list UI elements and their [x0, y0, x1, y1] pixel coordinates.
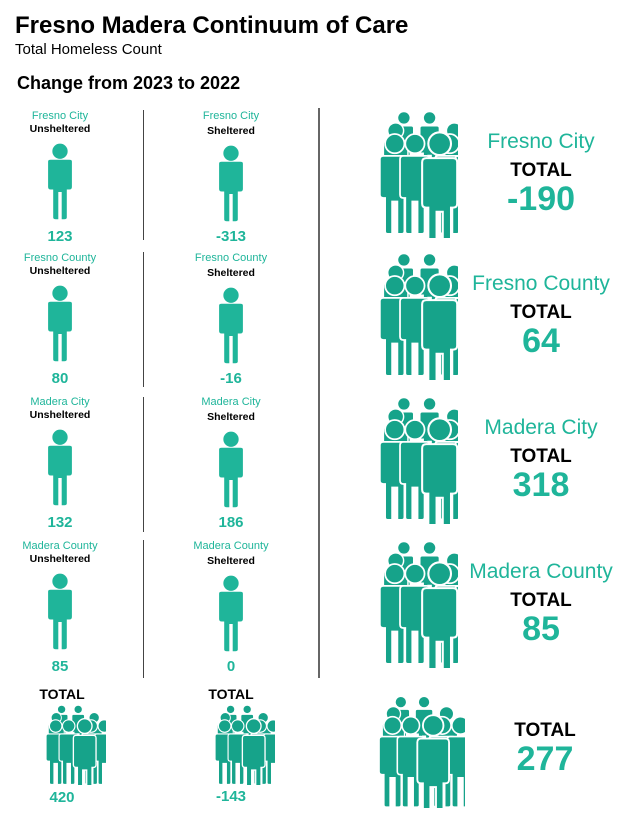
region-total-value-madera-city: 318	[512, 466, 570, 504]
person-icon	[43, 138, 77, 224]
total-sheltered-value: -143	[215, 788, 247, 805]
region-total-label-madera-county: TOTAL	[510, 590, 572, 611]
person-icon	[43, 568, 77, 654]
page-subtitle: Total Homeless Count	[15, 41, 162, 58]
sheltered-region-label-fresno-city: Fresno City	[202, 110, 260, 122]
column-divider-right	[318, 108, 320, 678]
column-divider-left	[143, 540, 144, 678]
unsheltered-value-madera-county: 85	[51, 658, 69, 675]
region-total-label-fresno-county: TOTAL	[510, 302, 572, 323]
region-total-value-fresno-city: -190	[506, 180, 576, 218]
person-icon	[214, 140, 248, 226]
sheltered-region-label-madera-county: Madera County	[193, 540, 269, 552]
person-icon	[214, 426, 248, 512]
person-icon	[214, 570, 248, 656]
sheltered-label-fresno-county: Sheltered	[207, 267, 255, 279]
region-total-label-madera-city: TOTAL	[510, 446, 572, 467]
column-divider-left	[143, 397, 144, 532]
region-name-fresno-city: Fresno City	[487, 130, 595, 153]
region-name-fresno-county: Fresno County	[472, 272, 610, 295]
unsheltered-label-madera-city: Unsheltered	[29, 409, 91, 421]
sheltered-label-madera-city: Sheltered	[207, 411, 255, 423]
column-divider-left	[143, 110, 144, 240]
unsheltered-region-label-fresno-county: Fresno County	[23, 252, 97, 264]
person-icon	[43, 280, 77, 366]
change-heading: Change from 2023 to 2022	[17, 73, 241, 93]
total-unsheltered-label: TOTAL	[39, 686, 85, 702]
unsheltered-value-fresno-county: 80	[51, 370, 69, 387]
person-icon	[214, 282, 248, 368]
crowd-icon	[16, 705, 106, 785]
crowd-icon	[185, 705, 275, 785]
sheltered-region-label-madera-city: Madera City	[201, 396, 261, 408]
grand-total-value: 277	[516, 740, 574, 778]
unsheltered-region-label-madera-city: Madera City	[30, 396, 90, 408]
crowd-icon	[335, 696, 465, 808]
column-divider-left	[143, 252, 144, 387]
crowd-icon	[348, 250, 458, 380]
crowd-icon	[348, 108, 458, 238]
sheltered-value-fresno-county: -16	[220, 370, 242, 387]
unsheltered-value-fresno-city: 123	[47, 228, 73, 245]
sheltered-label-madera-county: Sheltered	[207, 555, 255, 567]
region-total-value-fresno-county: 64	[522, 322, 560, 360]
region-total-label-fresno-city: TOTAL	[510, 160, 572, 181]
region-name-madera-city: Madera City	[484, 416, 598, 439]
unsheltered-label-fresno-city: Unsheltered	[29, 123, 91, 135]
sheltered-region-label-fresno-county: Fresno County	[194, 252, 268, 264]
person-icon	[43, 424, 77, 510]
unsheltered-label-madera-county: Unsheltered	[29, 553, 91, 565]
region-total-value-madera-county: 85	[522, 610, 560, 648]
sheltered-value-fresno-city: -313	[215, 228, 247, 245]
sheltered-value-madera-county: 0	[226, 658, 236, 675]
region-name-madera-county: Madera County	[469, 560, 613, 583]
page-title: Fresno Madera Continuum of Care	[15, 12, 409, 39]
sheltered-value-madera-city: 186	[218, 514, 244, 531]
unsheltered-label-fresno-county: Unsheltered	[29, 265, 91, 277]
crowd-icon	[348, 538, 458, 668]
unsheltered-region-label-madera-county: Madera County	[22, 540, 98, 552]
total-unsheltered-value: 420	[49, 789, 75, 806]
grand-total-label: TOTAL	[514, 720, 576, 741]
sheltered-label-fresno-city: Sheltered	[207, 125, 255, 137]
unsheltered-value-madera-city: 132	[47, 514, 73, 531]
unsheltered-region-label-fresno-city: Fresno City	[31, 110, 89, 122]
crowd-icon	[348, 394, 458, 524]
total-sheltered-label: TOTAL	[208, 686, 254, 702]
